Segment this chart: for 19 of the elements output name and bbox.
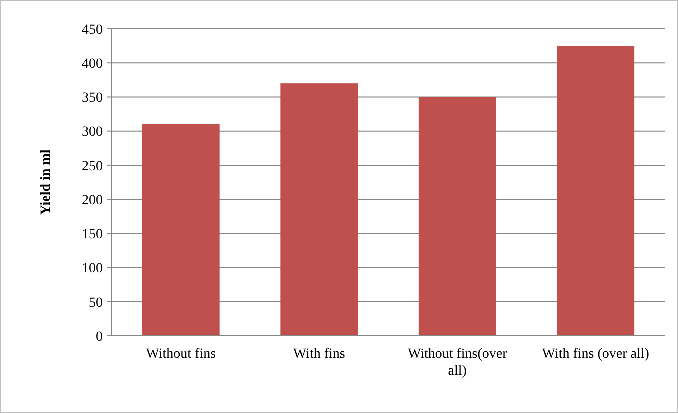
x-tick-label: Without fins (146, 347, 216, 362)
y-tick-label: 400 (82, 57, 103, 72)
x-tick-label: With fins (293, 347, 346, 362)
bar (418, 97, 496, 336)
y-tick-label: 250 (82, 159, 103, 174)
x-tick-label: With fins (over all) (542, 347, 650, 362)
bar (280, 84, 358, 336)
y-tick-label: 50 (89, 296, 103, 311)
y-tick-label: 450 (82, 22, 103, 38)
y-tick-label: 100 (82, 262, 103, 277)
y-tick-label: 0 (96, 330, 103, 345)
y-tick-label: 150 (82, 228, 103, 243)
x-tick-label: Without fins(over all) (408, 347, 508, 379)
bar (557, 46, 635, 336)
y-tick-label: 200 (82, 193, 103, 208)
y-tick-label: 300 (82, 125, 103, 140)
bar (142, 124, 220, 336)
y-axis-title: Yield in ml (39, 150, 54, 216)
y-tick-label: 350 (82, 91, 103, 106)
